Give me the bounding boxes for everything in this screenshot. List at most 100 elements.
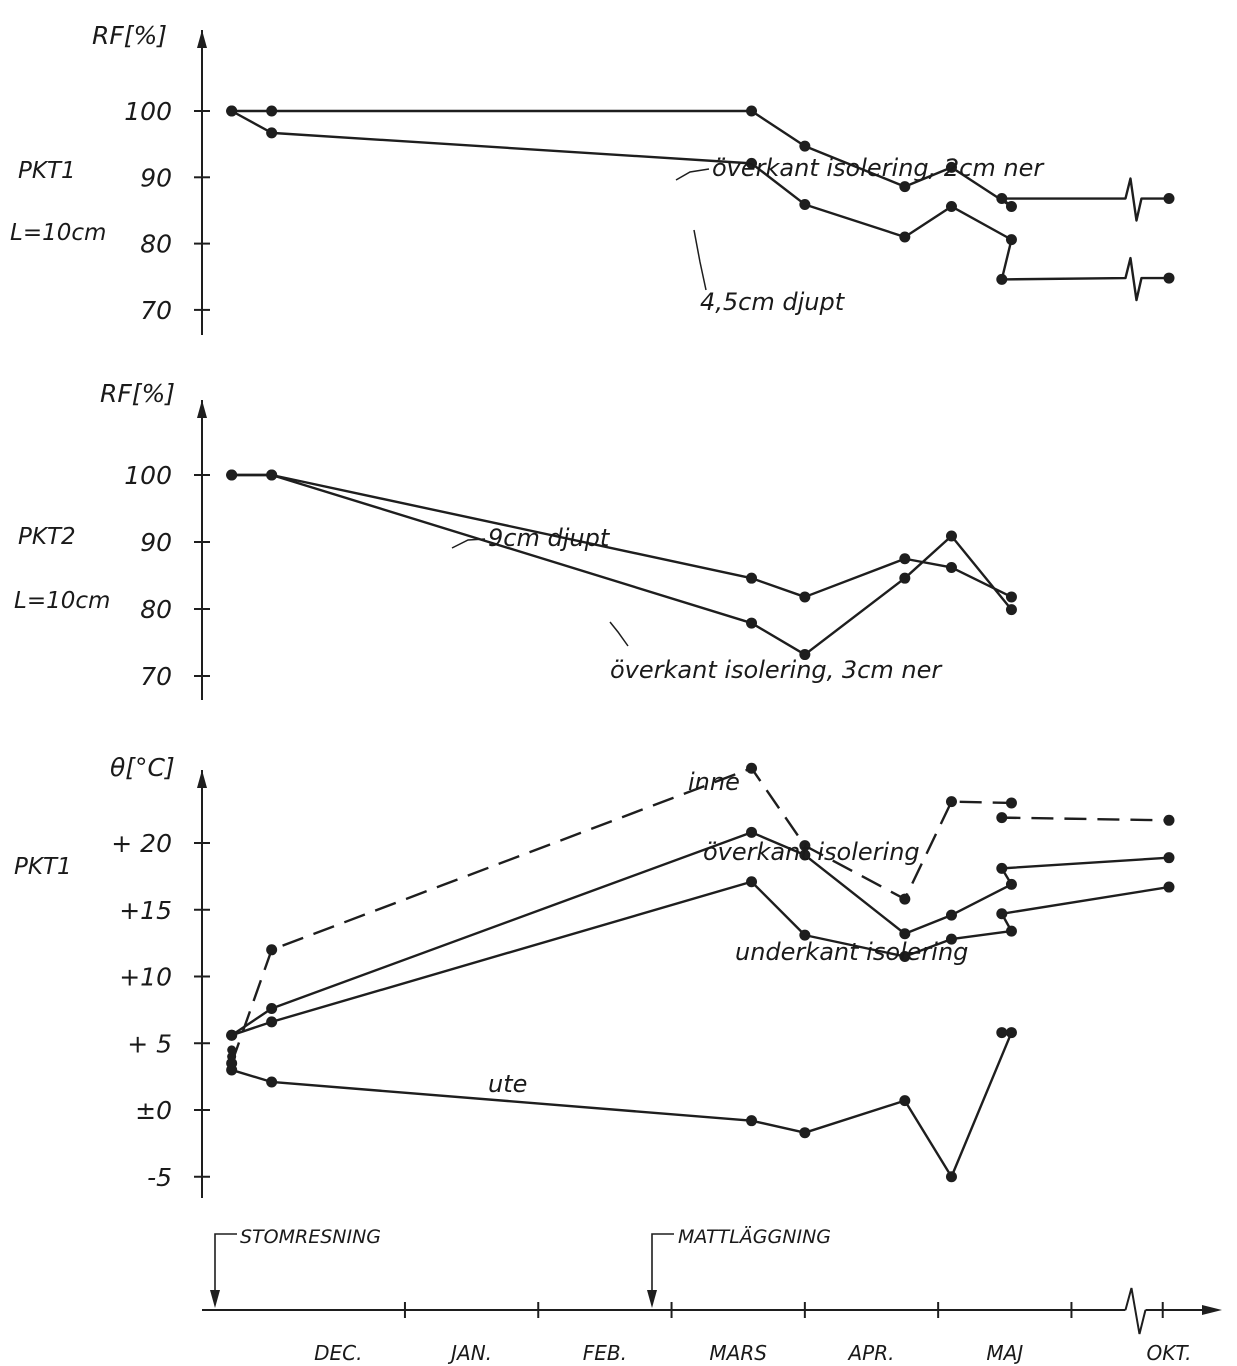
series-line-1-1	[231, 473, 1013, 656]
y-axis-arrow-1	[197, 400, 207, 418]
series-line-0-1	[231, 109, 1169, 302]
event-arrow-0	[210, 1290, 220, 1308]
point-2-1-3	[799, 849, 811, 861]
point-2-0-2	[746, 762, 758, 774]
pkt1-temp-side-label: PKT1	[14, 854, 72, 880]
point-1-1-0	[226, 469, 238, 481]
event-line-0	[214, 1233, 237, 1294]
point-2-3-2	[746, 1115, 758, 1127]
extra-point-2-2	[227, 1058, 237, 1068]
point-0-1-6	[1005, 234, 1017, 246]
point-1-1-6	[1005, 604, 1017, 616]
event-stomresning-label: STOMRESNING	[240, 1226, 381, 1248]
x-axis-arrow	[1202, 1305, 1222, 1315]
series-line-2-0	[230, 767, 1170, 1064]
point-1-0-4	[899, 553, 911, 565]
pkt2-length-label: L=10cm	[14, 588, 110, 614]
series-line-2-3	[231, 1031, 1013, 1178]
series-line-2-1	[230, 831, 1170, 1037]
annotation-overkant-3cm: överkant isolering, 3cm ner	[610, 656, 943, 684]
x-axis-break	[1124, 1287, 1147, 1335]
point-0-1-8	[1163, 272, 1175, 284]
point-2-1-7	[996, 862, 1008, 874]
x-month-label-3: MARS	[709, 1341, 767, 1365]
text-layer: RF[%] RF[%] θ[°C] PKT1 L=10cm PKT2 L=10c…	[10, 21, 1192, 1365]
point-2-2-6	[1005, 925, 1017, 937]
series-line-1-0	[231, 473, 1012, 599]
leader-overkant-3cm	[609, 621, 629, 647]
extra-point-2-0	[227, 1045, 237, 1055]
y-tick-label-0-1: 90	[140, 163, 172, 192]
pkt1-rf-axis-label: RF[%]	[92, 21, 167, 50]
point-2-1-4	[899, 928, 911, 940]
y-tick-label-1-2: 80	[140, 595, 172, 624]
axes-layer	[194, 30, 1222, 1335]
y-tick-label-1-0: 100	[124, 461, 172, 490]
point-0-0-7	[996, 193, 1008, 205]
point-0-1-0	[226, 105, 238, 117]
point-0-0-5	[945, 161, 957, 173]
x-month-label-4: APR.	[847, 1341, 895, 1365]
point-1-0-5	[945, 561, 957, 573]
point-1-1-4	[899, 572, 911, 584]
point-2-0-8	[1163, 814, 1175, 826]
point-0-0-8	[1163, 193, 1175, 205]
point-2-1-5	[945, 909, 957, 921]
event-mattlaggning-label: MATTLÄGGNING	[678, 1225, 831, 1248]
point-2-3-7	[996, 1027, 1008, 1039]
point-2-2-7	[996, 908, 1008, 920]
annotation-inne: inne	[688, 768, 740, 796]
pkt1-length-label: L=10cm	[10, 220, 106, 246]
annotation-9cm-djupt: 9cm djupt	[488, 524, 611, 552]
point-1-1-1	[266, 469, 278, 481]
point-1-0-6	[1005, 591, 1017, 603]
annotation-4-5cm-djupt: 4,5cm djupt	[700, 288, 846, 316]
pkt1-side-label: PKT1	[18, 158, 76, 184]
y-tick-label-1-1: 90	[140, 528, 172, 557]
x-month-label-0: DEC.	[314, 1341, 362, 1365]
x-month-label-1: JAN.	[447, 1341, 492, 1365]
point-2-2-5	[945, 933, 957, 945]
point-1-1-2	[746, 617, 758, 629]
point-2-2-0	[226, 1029, 238, 1041]
point-0-1-3	[799, 198, 811, 210]
annotation-overkant-2cm: överkant isolering, 2cm ner	[712, 154, 1045, 182]
y-tick-label-2-2: +10	[119, 963, 172, 992]
event-arrow-1	[647, 1290, 657, 1308]
event-line-1	[651, 1233, 674, 1294]
extra-point-2-1	[227, 1052, 237, 1062]
point-2-0-7	[996, 812, 1008, 824]
y-tick-label-2-5: -5	[147, 1163, 172, 1192]
y-tick-label-2-3: + 5	[127, 1029, 172, 1058]
marker-layer	[226, 105, 1175, 1183]
pkt2-rf-axis-label: RF[%]	[100, 379, 175, 408]
point-2-3-3	[799, 1127, 811, 1139]
leader-4-5cm	[693, 229, 707, 291]
x-month-label-6: OKT.	[1146, 1341, 1191, 1365]
point-2-0-6	[1005, 797, 1017, 809]
point-1-1-5	[945, 530, 957, 542]
point-2-3-1	[266, 1076, 278, 1088]
point-0-0-3	[799, 140, 811, 152]
point-2-3-4	[899, 1095, 911, 1107]
y-tick-label-0-2: 80	[140, 230, 172, 259]
point-0-0-6	[1005, 200, 1017, 212]
annotation-ute: ute	[488, 1070, 527, 1098]
point-0-0-1	[266, 105, 278, 117]
point-2-2-3	[799, 929, 811, 941]
annotation-overkant-isolering: överkant isolering	[703, 838, 920, 866]
point-0-0-2	[746, 105, 758, 117]
y-tick-label-1-3: 70	[140, 662, 172, 691]
y-tick-label-2-1: +15	[119, 896, 172, 925]
point-2-2-4	[899, 950, 911, 962]
point-0-1-1	[266, 127, 278, 139]
point-2-0-5	[945, 796, 957, 808]
point-1-1-3	[799, 649, 811, 661]
y-tick-label-2-4: ±0	[135, 1096, 172, 1125]
x-month-label-2: FEB.	[583, 1341, 627, 1365]
pkt2-side-label: PKT2	[18, 524, 76, 550]
point-2-3-0	[226, 1064, 238, 1076]
point-2-3-5	[945, 1171, 957, 1183]
y-tick-label-0-0: 100	[124, 97, 172, 126]
